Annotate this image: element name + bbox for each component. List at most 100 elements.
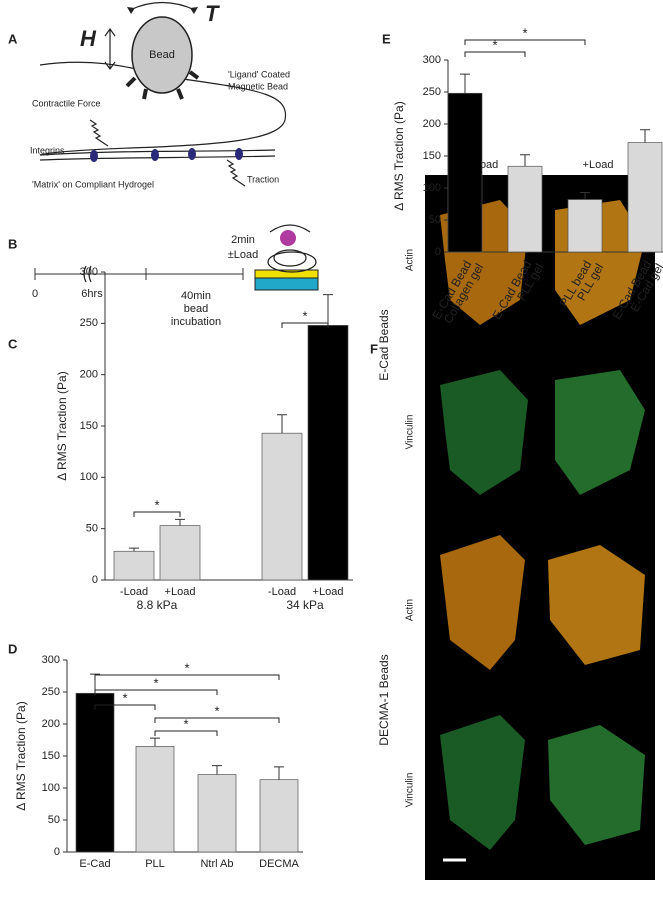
- bar: [75, 692, 115, 853]
- significance-label: *: [492, 37, 497, 52]
- y-tick-label: 200: [423, 118, 441, 130]
- error-bar: [274, 766, 284, 780]
- y-tick-label: 100: [42, 782, 60, 794]
- bar: [135, 746, 175, 853]
- y-tick-label: 150: [42, 750, 60, 762]
- y-tick-label: 0: [435, 246, 441, 258]
- x-tick-label: +Load: [165, 586, 196, 598]
- bar: [507, 165, 543, 253]
- bar: [567, 199, 603, 253]
- bar: [159, 525, 201, 581]
- time-label: 40min: [181, 290, 211, 302]
- significance-label: *: [214, 703, 219, 718]
- y-tick-label: 0: [92, 574, 98, 586]
- y-tick-label: 50: [86, 523, 98, 535]
- x-tick-label: +Load: [313, 586, 344, 598]
- column-label: +Load: [583, 159, 614, 171]
- time-label: 0: [32, 288, 38, 300]
- significance-bracket: [154, 730, 218, 736]
- y-tick-label: 200: [80, 369, 98, 381]
- y-tick-label: 300: [80, 266, 98, 278]
- error-bar: [520, 154, 530, 167]
- y-tick-label: 300: [423, 54, 441, 66]
- error-bar: [212, 765, 222, 775]
- panel-letter: E: [382, 31, 391, 46]
- matrix-label: 'Matrix' on Compliant Hydrogel: [32, 179, 154, 189]
- significance-bracket: [94, 689, 218, 695]
- time-label: 6hrs: [81, 288, 103, 300]
- panel-a-diagram: [39, 1, 287, 187]
- bar: [627, 142, 663, 253]
- traction-label: Traction: [247, 174, 279, 184]
- bar: [113, 550, 155, 581]
- panel-letter: D: [8, 641, 17, 656]
- significance-label: *: [122, 690, 127, 705]
- panel-letter: F: [370, 341, 378, 356]
- error-bar: [129, 547, 139, 552]
- row-label: Actin: [405, 249, 416, 271]
- significance-label: *: [302, 308, 307, 323]
- significance-bracket: [154, 717, 280, 723]
- y-tick-label: 250: [42, 686, 60, 698]
- x-tick-label: -Load: [120, 586, 148, 598]
- panel-b-diagram: [34, 224, 319, 291]
- significance-bracket: [133, 511, 181, 517]
- y-tick-label: 250: [423, 86, 441, 98]
- significance-bracket: [94, 674, 280, 680]
- x-tick-label: Ntrl Ab: [200, 858, 233, 870]
- bar: [307, 325, 349, 581]
- bead-label: Bead: [149, 49, 175, 61]
- significance-bracket: [281, 322, 329, 328]
- row-label: Vinculin: [405, 415, 416, 450]
- y-tick-label: 100: [423, 182, 441, 194]
- group-label: 8.8 kPa: [137, 598, 178, 612]
- label-h: H: [80, 26, 97, 51]
- panel-letter: B: [8, 236, 17, 251]
- significance-bracket: [464, 51, 526, 57]
- y-axis-label: Δ RMS Traction (Pa): [55, 371, 69, 480]
- y-tick-label: 200: [42, 718, 60, 730]
- y-tick-label: 150: [423, 150, 441, 162]
- significance-label: *: [183, 716, 188, 731]
- y-axis-label: Δ RMS Traction (Pa): [392, 101, 406, 210]
- significance-label: *: [153, 675, 158, 690]
- integrins-label: Integrins: [30, 145, 65, 155]
- significance-label: *: [522, 25, 527, 40]
- error-bar: [323, 294, 333, 326]
- error-bar: [460, 73, 470, 94]
- y-tick-label: 150: [80, 420, 98, 432]
- group-label: DECMA-1 Beads: [377, 654, 391, 745]
- time-label: ±Load: [228, 249, 259, 261]
- y-tick-label: 50: [48, 814, 60, 826]
- row-label: Vinculin: [405, 773, 416, 808]
- panel-letter: C: [8, 336, 18, 351]
- y-tick-label: 300: [42, 654, 60, 666]
- bead-note: Magnetic Bead: [228, 81, 288, 91]
- bar: [197, 774, 237, 853]
- bar: [447, 92, 483, 253]
- significance-bracket: [464, 39, 586, 45]
- error-bar: [150, 737, 160, 747]
- force-label: Contractile Force: [32, 98, 101, 108]
- row-label: Actin: [405, 599, 416, 621]
- error-bar: [277, 414, 287, 434]
- significance-label: *: [154, 497, 159, 512]
- bead-note: 'Ligand' Coated: [228, 69, 290, 79]
- error-bar: [640, 129, 650, 143]
- group-label: E-Cad Beads: [377, 309, 391, 380]
- bar: [261, 432, 303, 581]
- x-tick-label: DECMA: [259, 858, 299, 870]
- y-axis-label: Δ RMS Traction (Pa): [14, 701, 28, 810]
- time-label: 2min: [231, 234, 255, 246]
- x-tick-label: -Load: [268, 586, 296, 598]
- x-tick-label: E-Cad: [79, 858, 110, 870]
- error-bar: [580, 191, 590, 200]
- y-tick-label: 250: [80, 317, 98, 329]
- panel-letter: A: [8, 31, 18, 46]
- time-label: incubation: [171, 316, 221, 328]
- label-t: T: [205, 1, 220, 26]
- error-bar: [175, 518, 185, 526]
- y-tick-label: 100: [80, 471, 98, 483]
- time-label: bead: [184, 303, 208, 315]
- significance-bracket: [94, 704, 156, 710]
